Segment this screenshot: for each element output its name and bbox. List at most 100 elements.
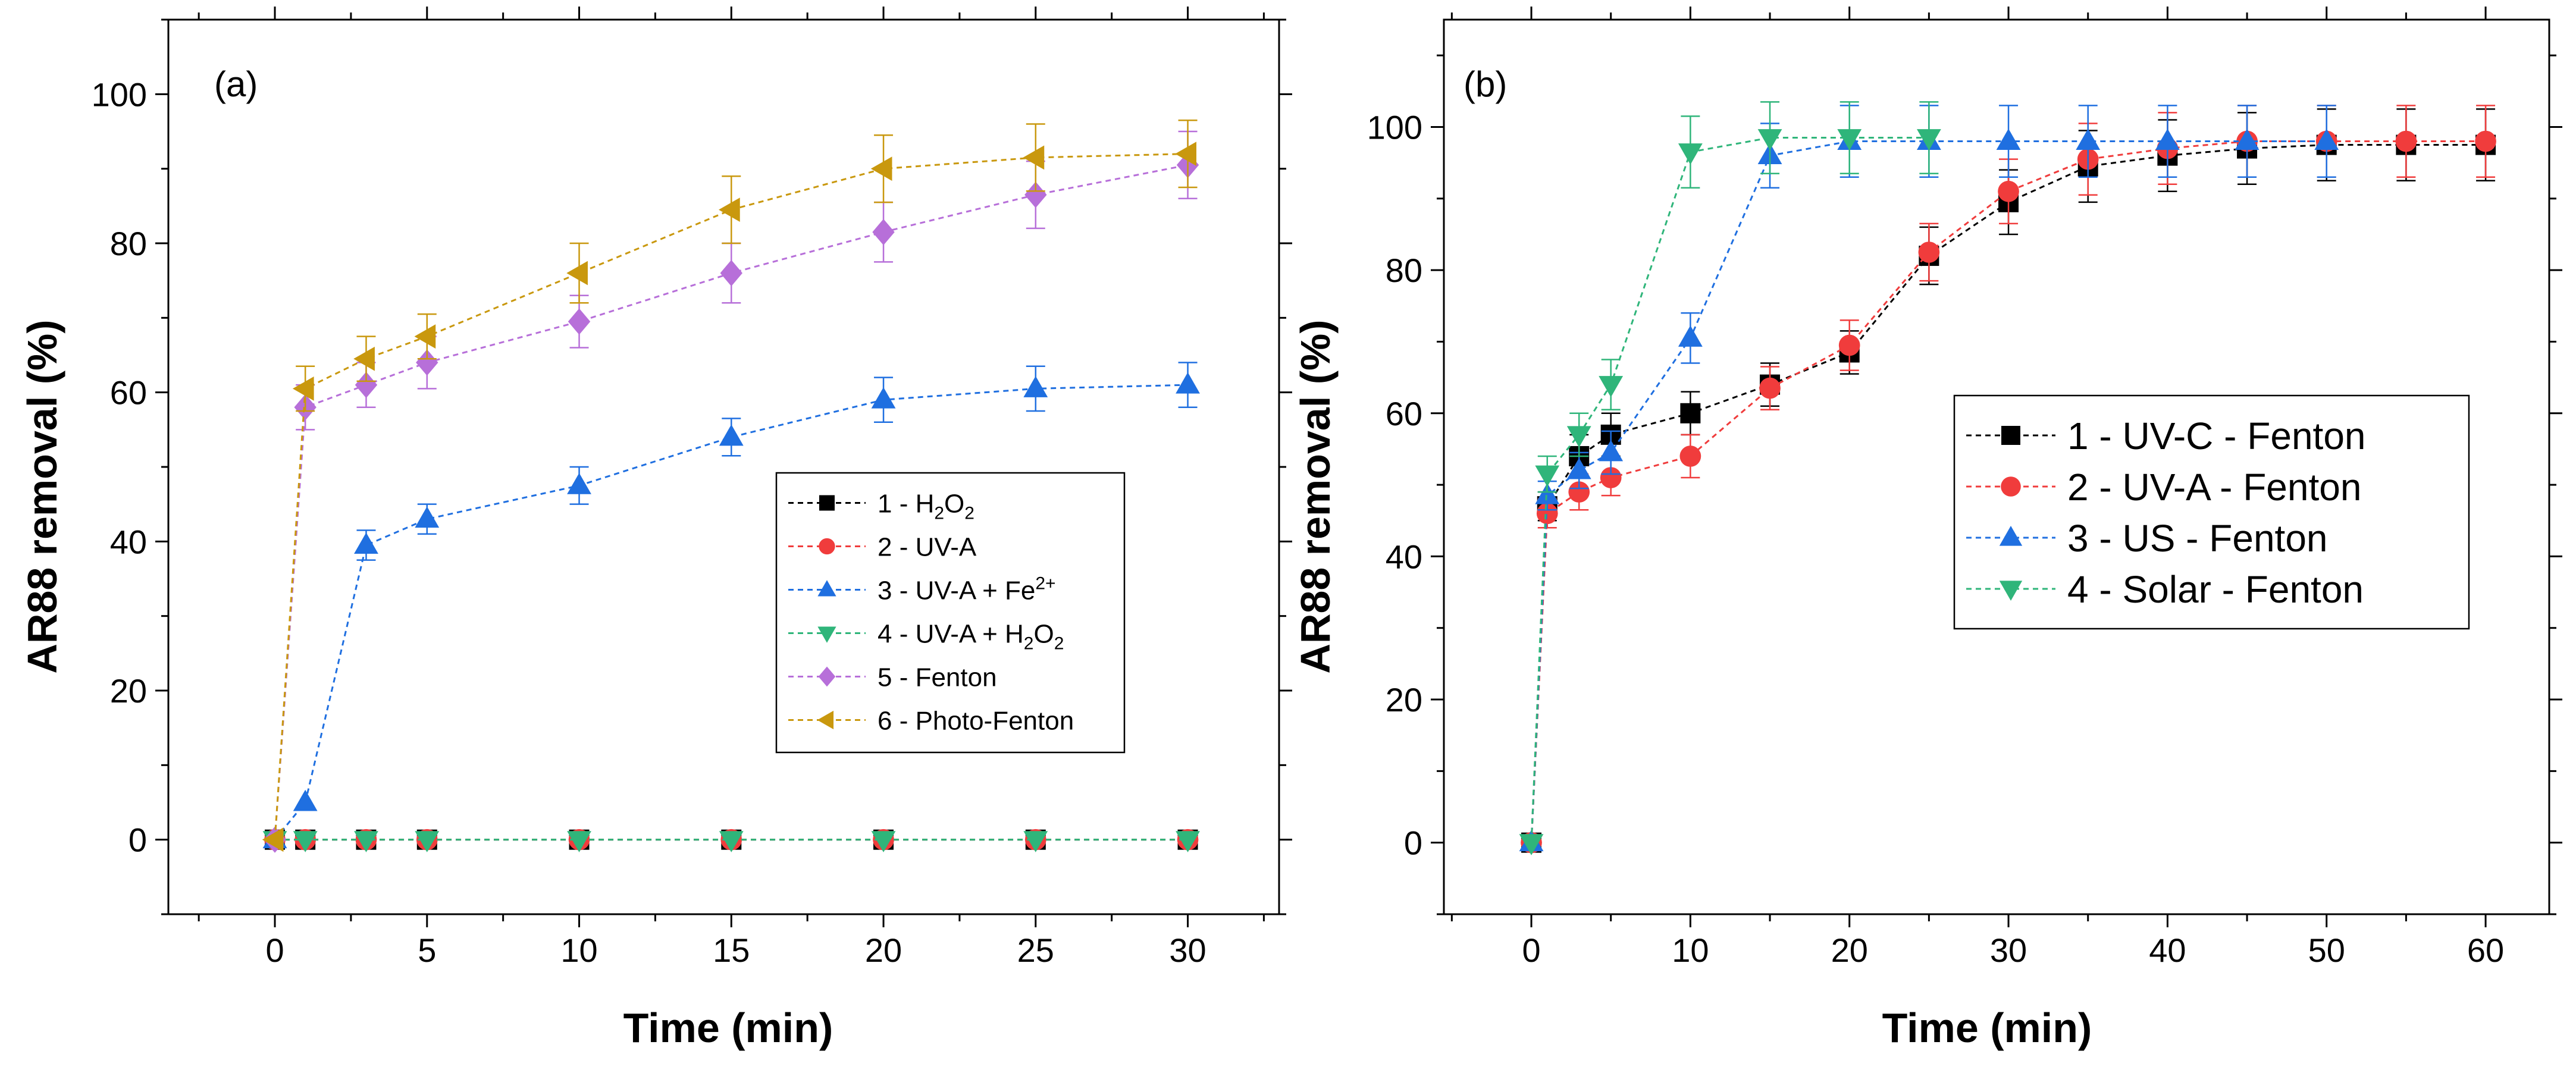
panel-a-x-tick-label: 0 [265, 931, 284, 969]
panel-a-legend-marker [817, 580, 836, 597]
panel-b-data-point [1600, 467, 1622, 488]
panel-b-data-point [1916, 129, 1941, 150]
panel-a-data-point [353, 346, 375, 371]
panel-b-data-point [1535, 465, 1560, 487]
panel-a-data-point [1023, 376, 1048, 397]
panel-a-y-tick-label: 60 [110, 374, 147, 412]
panel-a-series-line [274, 153, 1188, 840]
panel-b-data-point [1599, 440, 1624, 462]
panel-a-data-point [719, 424, 744, 446]
panel-a-data-point [415, 831, 440, 852]
panel-b-series-4 [1519, 101, 1941, 855]
panel-a-legend-item: 4 - UV-A + H2O2 [788, 619, 1064, 653]
panel-a-data-point [293, 831, 318, 852]
panel-b-data-point [2076, 128, 2101, 150]
panel-b-data-point [1918, 241, 1940, 263]
panel-b-data-point [2395, 130, 2417, 152]
panel-b: AR88 removal (%) Time (min) (b) 0 10 20 30 4… [1292, 7, 2562, 1051]
panel-a-data-point [720, 260, 742, 287]
panel-b-y-tick-label: 60 [1386, 395, 1422, 432]
panel-b-data-point [1566, 457, 1591, 479]
panel-a-data-point [416, 349, 438, 376]
panel-b-y-tick-label: 20 [1386, 681, 1422, 719]
panel-b-data-point [1535, 482, 1560, 504]
panel-a-y-tick-label: 100 [92, 76, 147, 113]
panel-a-legend-item: 1 - H2O2 [788, 489, 974, 523]
panel-b-legend-item: 4 - Solar - Fenton [1966, 568, 2364, 611]
panel-a-axes: 0 5 10 15 20 25 30 0 20 40 60 80 100 [92, 7, 1292, 969]
panel-b-legend-item: 3 - US - Fenton [1966, 517, 2328, 560]
panel-b-data-point [1678, 143, 1703, 165]
panel-b-y-tick-label: 80 [1386, 252, 1422, 289]
panel-b-legend-marker [1999, 526, 2023, 546]
panel-a-data-point [1024, 181, 1047, 208]
panel-b-legend-item: 1 - UV-C - Fenton [1966, 415, 2366, 457]
panel-a-x-tick-label: 10 [560, 931, 597, 969]
panel-a-x-tick-label: 20 [865, 931, 902, 969]
panel-b-y-tick-label: 100 [1367, 108, 1422, 146]
panel-a-data-point [1023, 831, 1048, 852]
panel-b-data-point [1599, 376, 1624, 397]
panel-b-x-tick-label: 60 [2467, 931, 2504, 969]
panel-a-legend-box [775, 472, 1126, 754]
panel-a-data-point [567, 473, 591, 494]
panel-b-plot-frame [1443, 18, 2550, 915]
panel-a-data-point [567, 831, 591, 852]
panel-b-series-2 [1521, 105, 2496, 854]
panel-a-data-point [1176, 372, 1200, 394]
panel-a-data-point [262, 827, 284, 852]
panel-b-data-point [1679, 446, 1701, 467]
panel-a-data-point [292, 377, 314, 401]
panel-b-label: (b) [1464, 64, 1507, 104]
panel-b-data-point [1837, 129, 1862, 150]
panel-a-series-line [274, 164, 1188, 840]
panel-a-data-point [414, 324, 436, 349]
panel-b-x-tick-label: 50 [2308, 931, 2345, 969]
panel-a-legend-item: 5 - Fenton [788, 663, 997, 692]
panel-b-x-tick-label: 10 [1672, 931, 1709, 969]
panel-b-legend-marker [2001, 476, 2021, 497]
panel-b-x-tick-label: 30 [1990, 931, 2027, 969]
panel-b-legend-label: 4 - Solar - Fenton [2067, 568, 2364, 611]
panel-b-data-point [2475, 130, 2496, 152]
panel-b-x-tick-label: 20 [1831, 931, 1868, 969]
panel-b-data-point [1536, 503, 1558, 525]
panel-b-legend-marker [1999, 581, 2023, 601]
panel-b-legend-box [1953, 394, 2470, 630]
panel-b-data-point [1566, 426, 1591, 448]
panel-b-legend-item: 2 - UV-A - Fenton [1966, 466, 2361, 509]
panel-b-data-point [1838, 334, 1860, 356]
panel-a-plot-frame [167, 18, 1280, 915]
panel-b-y-tick-label: 0 [1404, 824, 1422, 862]
panel-a-legend-label: 6 - Photo-Fenton [878, 706, 1074, 735]
panel-b-legend-marker [2001, 426, 2020, 445]
panel-b-data-point [1757, 129, 1782, 150]
panel-a-data-point [566, 261, 588, 286]
panel-a-y-tick-label: 0 [129, 821, 147, 859]
panel-b-legend: 1 - UV-C - Fenton 2 - UV-A - Fenton 3 - US… [1953, 394, 2470, 630]
panel-a-data-point [871, 387, 896, 409]
panel-a-legend-marker [818, 666, 836, 687]
panel-a-legend-item: 3 - UV-A + Fe2+ [788, 574, 1056, 606]
panel-a-label: (a) [214, 64, 258, 104]
panel-b-data-point [1678, 325, 1703, 347]
panel-b-legend-label: 1 - UV-C - Fenton [2067, 415, 2366, 457]
panel-b-data-point [2155, 128, 2180, 150]
panel-b-data-point [1680, 403, 1701, 424]
panel-a-y-axis-title: AR88 removal (%) [19, 319, 65, 673]
panel-a-data-point [719, 831, 744, 852]
panel-a-legend-marker [819, 495, 835, 511]
panel-a-series [262, 119, 1200, 853]
panel-a-series-6 [262, 119, 1198, 852]
panel-a-legend-label: 4 - UV-A + H2O2 [878, 619, 1064, 653]
panel-a-legend-label: 3 - UV-A + Fe2+ [878, 574, 1056, 606]
panel-a-data-point [293, 789, 318, 811]
panel-a-data-point [1175, 142, 1196, 166]
panel-a-y-tick-label: 20 [110, 672, 147, 710]
panel-b-x-tick-label: 40 [2149, 931, 2186, 969]
panel-b-data-point [1759, 377, 1781, 399]
panel-b-legend-label: 3 - US - Fenton [2067, 517, 2328, 560]
panel-a-data-point [871, 831, 896, 852]
panel-a-legend-marker [817, 626, 836, 643]
panel-a-x-tick-label: 5 [418, 931, 436, 969]
